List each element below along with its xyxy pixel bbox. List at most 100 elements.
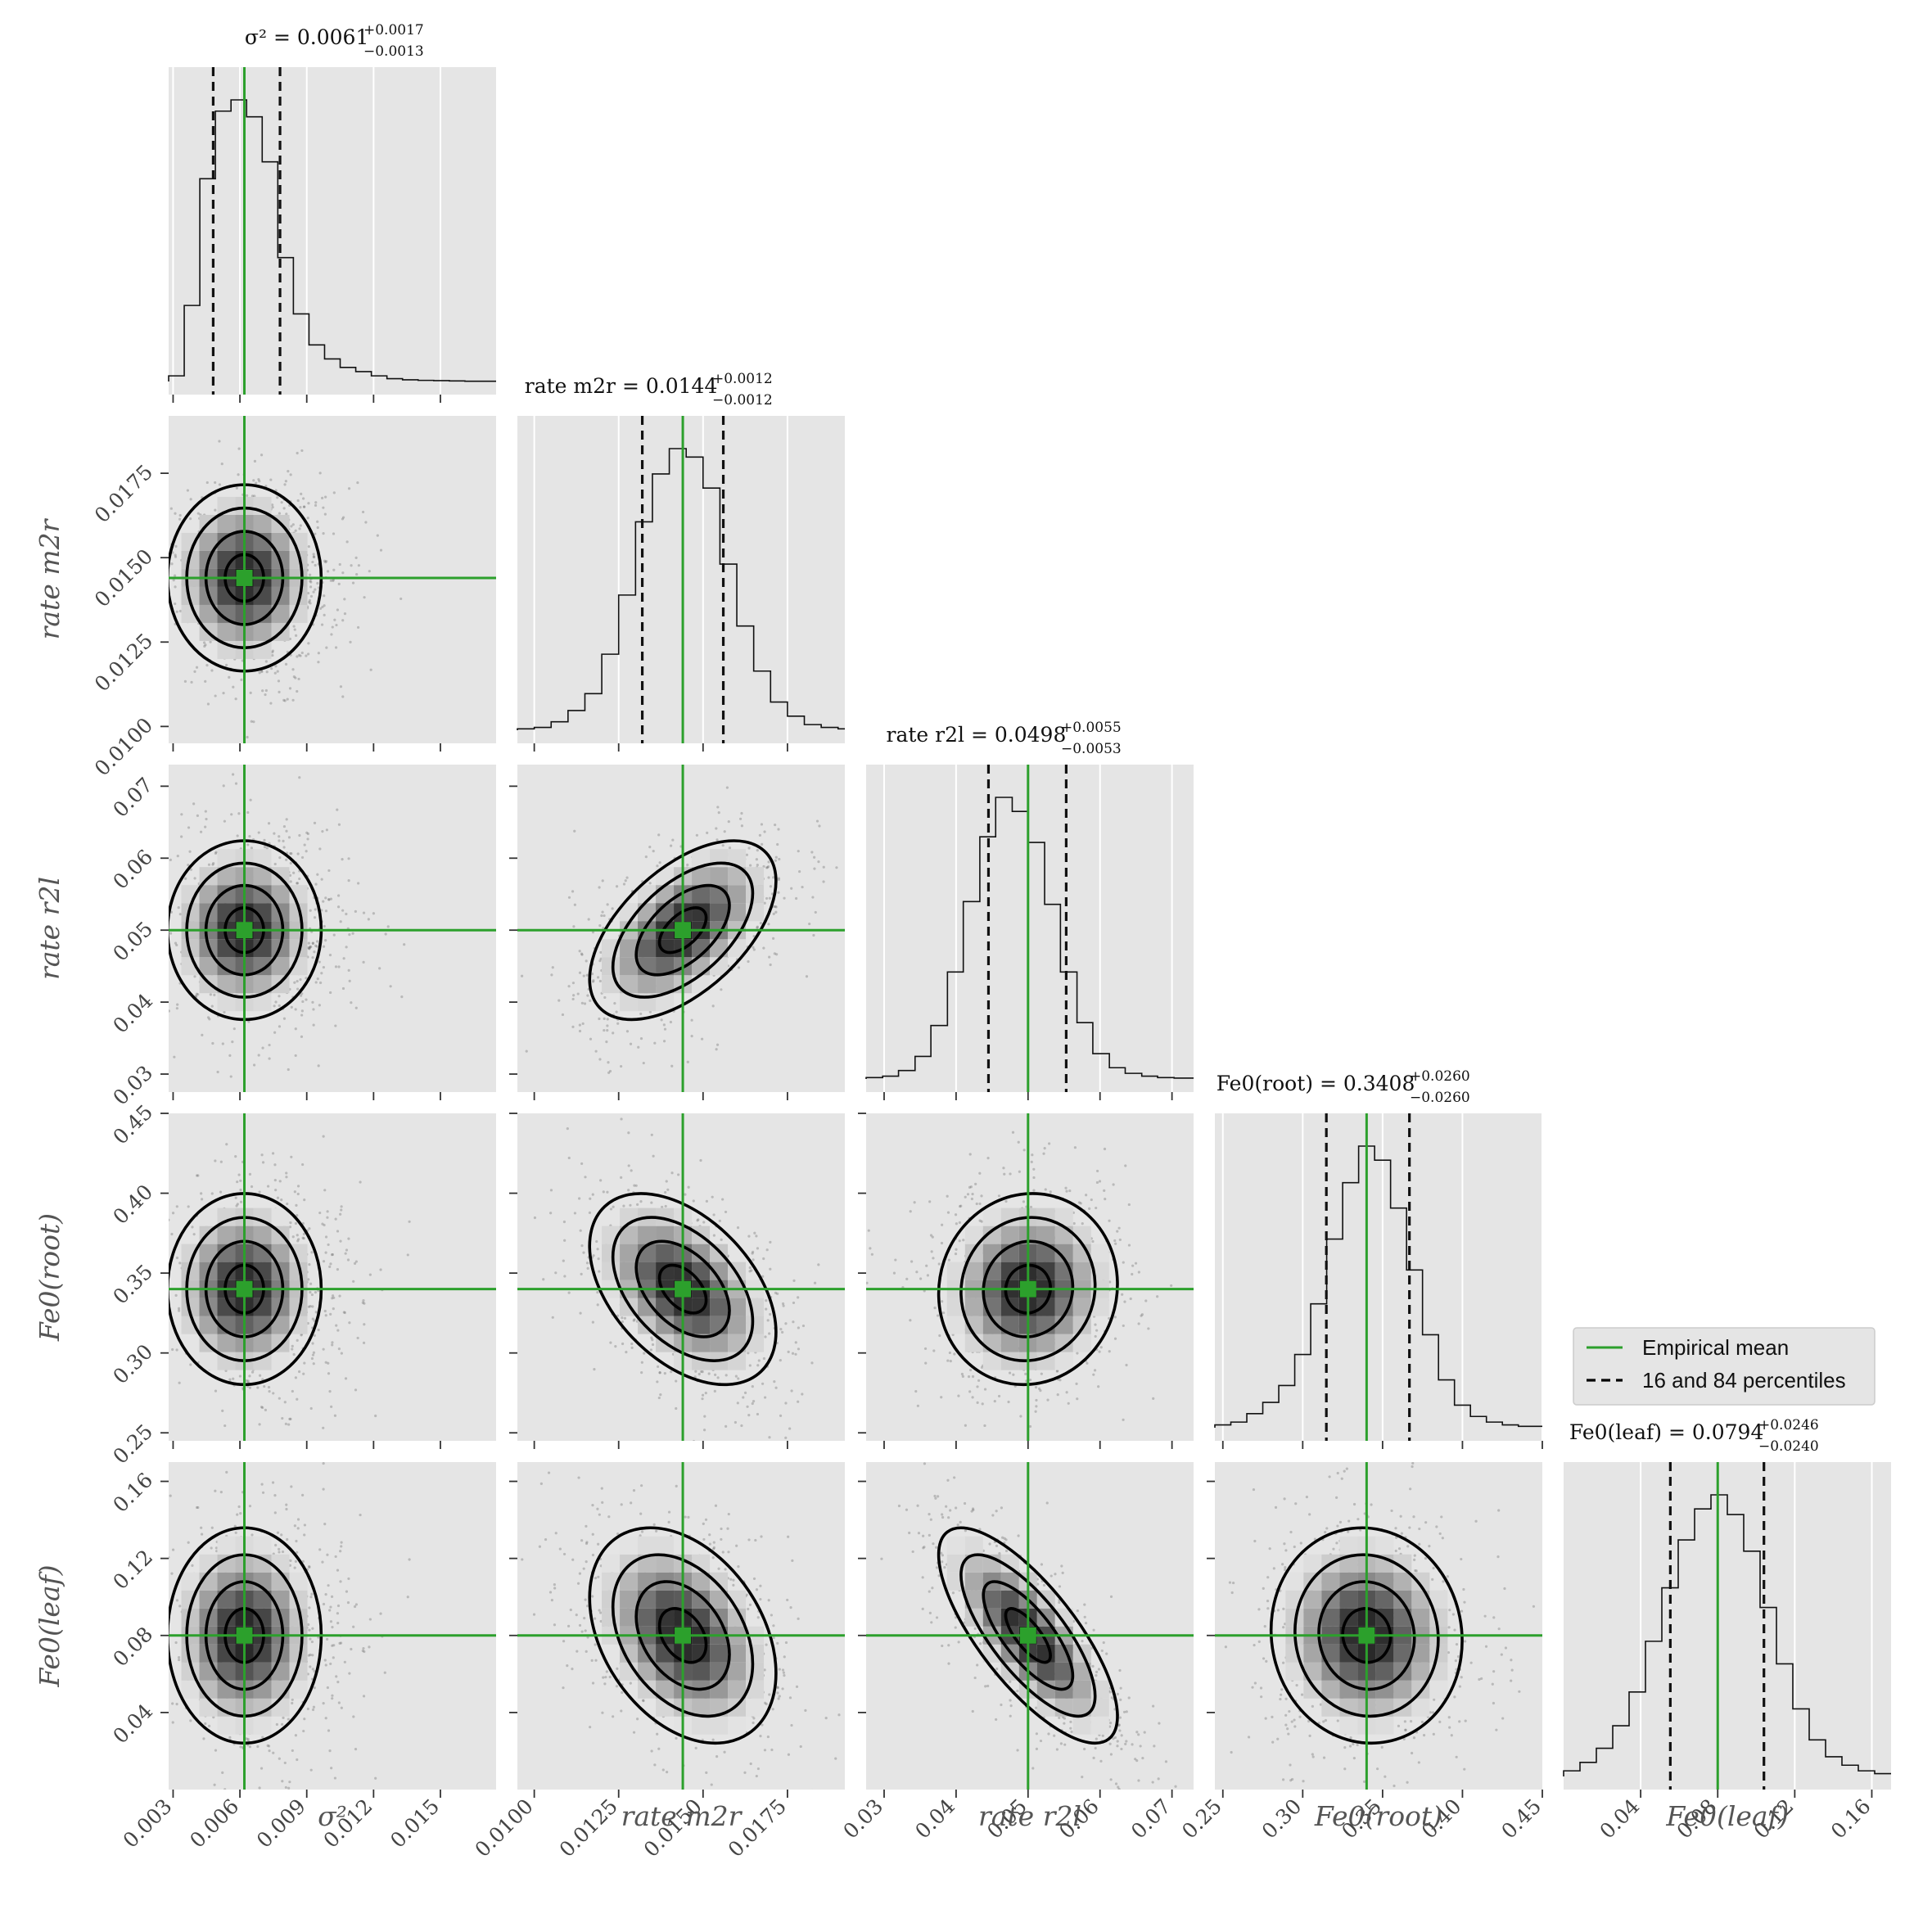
sample-point — [822, 865, 825, 869]
sample-point — [152, 901, 155, 904]
sample-point — [578, 950, 581, 953]
sample-point — [300, 855, 305, 860]
sample-point — [347, 1237, 350, 1240]
sample-point — [214, 1389, 218, 1393]
sample-point — [271, 505, 274, 509]
sample-point — [801, 1324, 806, 1328]
density-cell — [1072, 1334, 1091, 1352]
density-cell — [217, 975, 236, 994]
sample-point — [728, 846, 732, 850]
sample-point — [1035, 1405, 1038, 1408]
density-cell — [271, 532, 290, 551]
sample-point — [969, 1185, 973, 1189]
sample-point — [656, 1365, 660, 1369]
sample-point — [292, 871, 296, 874]
sample-point — [308, 601, 311, 604]
sample-point — [702, 1429, 706, 1432]
sample-point — [595, 1239, 598, 1244]
sample-point — [1152, 1397, 1155, 1400]
sample-point — [263, 845, 267, 849]
sample-point — [314, 882, 318, 886]
sample-point — [300, 1035, 304, 1038]
sample-point — [769, 1312, 772, 1316]
sample-point — [305, 831, 309, 834]
sample-point — [621, 1320, 624, 1324]
density-cell — [946, 1262, 965, 1280]
sample-point — [980, 1220, 983, 1223]
sample-point — [1024, 1372, 1027, 1375]
sample-point — [946, 1359, 950, 1362]
sample-point — [759, 922, 763, 925]
sample-point — [300, 492, 303, 495]
sample-point — [399, 597, 403, 601]
sample-point — [967, 1375, 971, 1379]
sample-point — [1081, 1222, 1084, 1226]
sample-point — [1122, 1261, 1125, 1264]
sample-point — [607, 1061, 610, 1064]
sample-point — [1125, 1363, 1128, 1367]
sample-point — [748, 1266, 752, 1270]
sample-point — [627, 1164, 630, 1167]
sample-point — [801, 885, 804, 889]
sample-point — [260, 454, 264, 457]
sample-point — [252, 720, 255, 724]
sample-point — [720, 988, 723, 991]
sample-point — [255, 481, 258, 485]
density-cell — [1036, 1244, 1055, 1262]
density-cell — [728, 849, 747, 868]
sample-point — [792, 1279, 796, 1282]
sample-point — [175, 1007, 178, 1010]
density-cell — [620, 1262, 639, 1280]
sample-point — [324, 561, 327, 564]
sample-point — [599, 950, 603, 954]
density-cell — [271, 1208, 290, 1226]
sample-point — [214, 481, 217, 485]
sample-point — [222, 692, 225, 695]
sample-point — [671, 838, 675, 842]
sample-point — [1140, 1314, 1143, 1317]
sample-point — [784, 1402, 788, 1405]
sample-point — [309, 1304, 312, 1308]
sample-point — [299, 977, 302, 982]
sample-point — [1003, 1172, 1006, 1176]
sample-point — [312, 556, 316, 559]
sample-point — [281, 1416, 284, 1420]
sample-point — [665, 1180, 668, 1183]
sample-point — [264, 688, 268, 693]
sample-point — [727, 820, 730, 824]
sample-point — [214, 851, 218, 855]
density-cell — [253, 622, 272, 641]
sample-point — [155, 1015, 157, 1018]
sample-point — [325, 828, 328, 832]
sample-point — [235, 1204, 238, 1208]
sample-point — [348, 979, 351, 982]
sample-point — [971, 1192, 974, 1196]
sample-point — [309, 946, 313, 949]
sample-point — [777, 877, 781, 880]
sample-point — [663, 1371, 666, 1375]
sample-point — [598, 959, 602, 963]
sample-point — [246, 735, 249, 739]
sample-point — [211, 1041, 214, 1045]
sample-point — [327, 898, 331, 901]
sample-point — [711, 1195, 714, 1198]
sample-point — [236, 834, 239, 837]
sample-point — [745, 853, 749, 856]
sample-point — [792, 1301, 796, 1305]
sample-point — [192, 802, 196, 806]
sample-point — [314, 563, 317, 567]
sample-point — [705, 1199, 709, 1203]
sample-point — [174, 555, 178, 558]
sample-point — [311, 1627, 314, 1630]
sample-point — [612, 1205, 615, 1208]
sample-point — [310, 1356, 314, 1361]
sample-point — [314, 1291, 318, 1294]
sample-point — [285, 818, 288, 821]
sample-point — [734, 1420, 738, 1424]
sample-point — [968, 1185, 972, 1189]
sample-point — [1068, 1189, 1072, 1193]
sample-point — [319, 981, 323, 985]
sample-point — [283, 483, 287, 486]
density-cell — [710, 867, 729, 886]
sample-point — [296, 1338, 299, 1342]
